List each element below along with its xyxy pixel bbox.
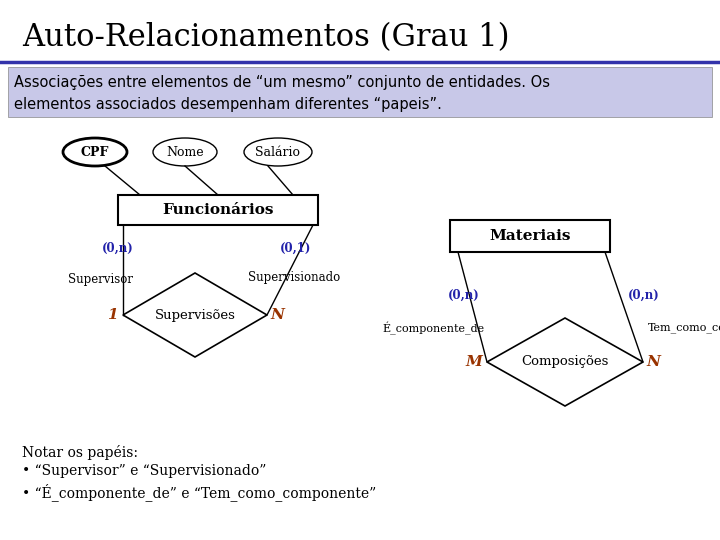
Text: Salário: Salário: [256, 145, 300, 159]
Text: Funcionários: Funcionários: [162, 203, 274, 217]
Text: • “É_componente_de” e “Tem_como_componente”: • “É_componente_de” e “Tem_como_componen…: [22, 483, 377, 501]
Text: Materiais: Materiais: [490, 229, 571, 243]
Text: Nome: Nome: [166, 145, 204, 159]
Ellipse shape: [244, 138, 312, 166]
Text: Supervisionado: Supervisionado: [248, 272, 341, 285]
Text: (0,n): (0,n): [448, 288, 480, 301]
Polygon shape: [123, 273, 267, 357]
Text: N: N: [646, 355, 660, 369]
Text: Composições: Composições: [521, 355, 608, 368]
Text: N: N: [270, 308, 284, 322]
Polygon shape: [487, 318, 643, 406]
Ellipse shape: [153, 138, 217, 166]
Text: É_componente_de: É_componente_de: [382, 321, 484, 335]
Text: Notar os papéis:: Notar os papéis:: [22, 445, 138, 460]
Text: Associações entre elementos de “um mesmo” conjunto de entidades. Os
elementos as: Associações entre elementos de “um mesmo…: [14, 75, 550, 112]
Text: (0,n): (0,n): [628, 288, 660, 301]
Text: CPF: CPF: [81, 145, 109, 159]
Text: Auto-Relacionamentos (Grau 1): Auto-Relacionamentos (Grau 1): [22, 23, 510, 53]
Text: • “Supervisor” e “Supervisionado”: • “Supervisor” e “Supervisionado”: [22, 464, 266, 478]
Text: M: M: [465, 355, 482, 369]
Text: Tem_como_componente: Tem_como_componente: [648, 322, 720, 333]
Text: (0,1): (0,1): [280, 241, 311, 254]
Text: Supervisor: Supervisor: [68, 273, 133, 287]
Ellipse shape: [63, 138, 127, 166]
Text: (0,n): (0,n): [102, 241, 134, 254]
FancyBboxPatch shape: [118, 195, 318, 225]
Text: Supervisões: Supervisões: [155, 308, 235, 321]
FancyBboxPatch shape: [8, 67, 712, 117]
Text: 1: 1: [107, 308, 118, 322]
FancyBboxPatch shape: [450, 220, 610, 252]
